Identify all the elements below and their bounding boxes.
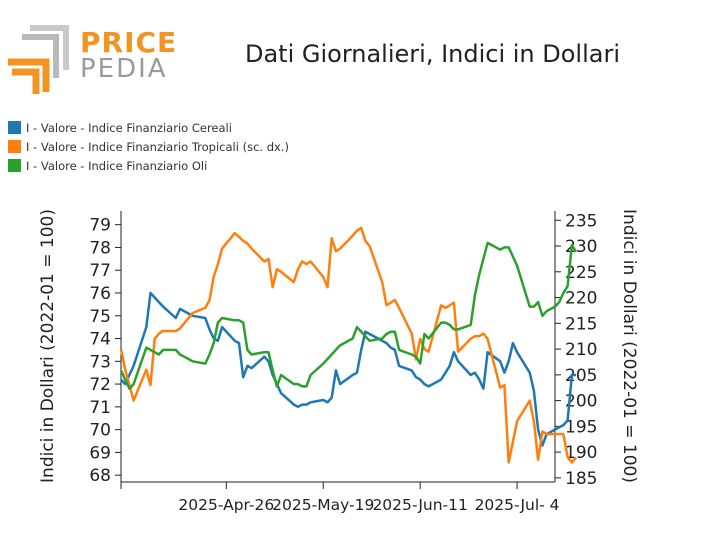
x-tick-label: 2025-Jul- 4 xyxy=(475,496,560,514)
left-y-tick-label: 70 xyxy=(89,421,111,441)
right-y-tick-label: 235 xyxy=(565,211,597,231)
left-y-tick-label: 72 xyxy=(89,375,111,395)
x-tick-label: 2025-Jun-11 xyxy=(372,496,467,514)
legend-label-cereali: I - Valore - Indice Finanziario Cereali xyxy=(26,120,232,135)
left-y-axis-label: Indici in Dollari (2022-01 = 100) xyxy=(38,209,58,483)
right-y-tick-label: 205 xyxy=(565,366,597,386)
left-y-tick-label: 73 xyxy=(89,352,111,372)
axes xyxy=(120,211,556,483)
right-y-tick-label: 200 xyxy=(565,392,597,412)
legend-item-oli[interactable]: I - Valore - Indice Finanziario Oli xyxy=(8,156,289,175)
right-y-tick-label: 185 xyxy=(565,469,597,489)
right-y-axis-label: Indici in Dollari (2022-01 = 100) xyxy=(619,209,639,483)
left-y-tick-label: 68 xyxy=(89,466,111,486)
left-y-tick-label: 76 xyxy=(89,284,111,304)
logo-mark-icon xyxy=(8,25,69,94)
legend-item-tropicali[interactable]: I - Valore - Indice Finanziario Tropical… xyxy=(8,137,289,156)
logo-word-pedia: PEDIA xyxy=(80,54,168,84)
left-y-tick-label: 79 xyxy=(89,216,111,236)
legend-item-cereali[interactable]: I - Valore - Indice Finanziario Cereali xyxy=(8,118,289,137)
legend: I - Valore - Indice Finanziario Cereali … xyxy=(8,118,289,175)
left-y-tick-label: 78 xyxy=(89,238,111,258)
legend-swatch-oli xyxy=(8,159,21,172)
right-y-tick-label: 215 xyxy=(565,314,597,334)
chart-title: Dati Giornalieri, Indici in Dollari xyxy=(244,40,621,68)
right-y-tick-label: 225 xyxy=(565,263,597,283)
right-y-tick-label: 210 xyxy=(565,340,597,360)
series-lines xyxy=(119,226,578,464)
left-y-tick-label: 74 xyxy=(89,330,111,350)
legend-label-tropicali: I - Valore - Indice Finanziario Tropical… xyxy=(26,139,289,154)
right-y-tick-label: 195 xyxy=(565,417,597,437)
left-y-tick-label: 71 xyxy=(89,398,111,418)
series-line-1 xyxy=(119,226,578,464)
logo-word-price: PRICE xyxy=(80,26,178,59)
left-y-tick-label: 75 xyxy=(89,307,111,327)
x-tick-label: 2025-May-19 xyxy=(272,496,374,514)
left-y-tick-label: 69 xyxy=(89,443,111,463)
series-line-0 xyxy=(120,291,577,447)
left-y-tick-label: 77 xyxy=(89,261,111,281)
right-y-ticks: 185 190 195 200 205 210 215 220 225 230 235 xyxy=(555,211,597,489)
right-y-tick-label: 190 xyxy=(565,443,597,463)
pricepedia-logo: PRICE PEDIA xyxy=(8,22,176,97)
legend-swatch-cereali xyxy=(8,121,21,134)
legend-label-oli: I - Valore - Indice Finanziario Oli xyxy=(26,158,208,173)
legend-swatch-tropicali xyxy=(8,140,21,153)
x-tick-label: 2025-Apr-26 xyxy=(178,496,274,514)
right-y-tick-label: 230 xyxy=(565,237,597,257)
series-line-2 xyxy=(119,241,578,390)
right-y-tick-label: 220 xyxy=(565,289,597,309)
